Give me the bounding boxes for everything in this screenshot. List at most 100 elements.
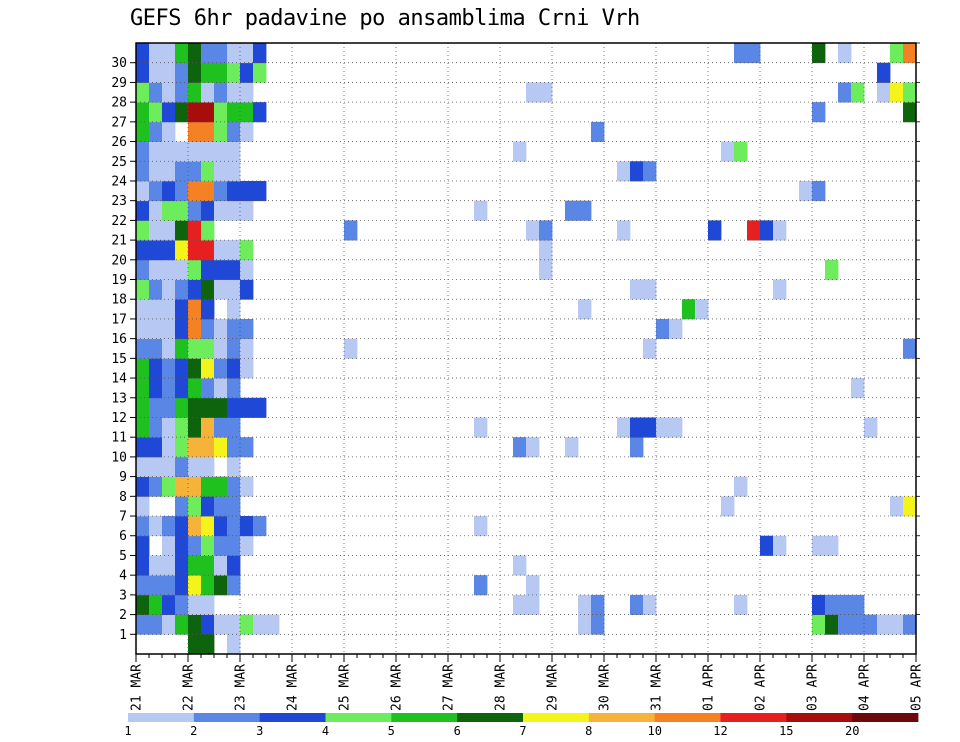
y-tick-label: 23	[111, 194, 127, 209]
heatmap-cell	[149, 279, 163, 300]
heatmap-cell	[253, 516, 267, 537]
legend-swatch	[852, 713, 919, 722]
heatmap-cell	[747, 220, 761, 241]
heatmap-cell	[149, 378, 163, 399]
heatmap-cell	[136, 338, 150, 359]
x-tick-label: 22 MAR	[182, 664, 197, 711]
legend-swatch	[457, 713, 524, 722]
heatmap-cell	[227, 338, 241, 359]
heatmap-cell	[240, 102, 254, 123]
heatmap-cell	[175, 378, 189, 399]
heatmap-cell	[201, 318, 215, 340]
heatmap-cell	[838, 614, 852, 635]
heatmap-cell	[643, 338, 657, 359]
heatmap-cell	[136, 299, 150, 320]
legend-swatch	[720, 713, 787, 722]
legend-swatch	[654, 713, 721, 722]
heatmap-cell	[214, 43, 228, 64]
legend-label: 7	[519, 724, 526, 738]
heatmap-cell	[240, 358, 254, 379]
heatmap-cell	[201, 634, 215, 655]
heatmap-cell	[162, 299, 176, 320]
legend-swatch	[391, 713, 458, 722]
x-tick-label: 29 MAR	[546, 664, 561, 711]
heatmap-cell	[240, 437, 254, 458]
heatmap-cell	[240, 62, 254, 83]
x-axis: 21 MAR 22 MAR 23 MAR 24 MAR 25 MAR 26 MAR 27 M…	[130, 654, 925, 711]
y-tick-label: 5	[119, 549, 127, 564]
heatmap-cell	[851, 614, 865, 635]
heatmap-cell	[227, 279, 241, 300]
heatmap-cell	[149, 62, 163, 83]
heatmap-cell	[149, 575, 163, 596]
heatmap-cell	[188, 535, 202, 556]
heatmap-cell	[175, 102, 189, 123]
heatmap-cell	[162, 594, 176, 615]
heatmap-cell	[253, 397, 267, 418]
heatmap-cell	[175, 318, 189, 340]
heatmap-cell	[188, 141, 202, 162]
x-tick-label: 24 MAR	[286, 664, 301, 711]
heatmap-cell	[864, 417, 878, 438]
heatmap-cell	[201, 437, 215, 458]
heatmap-cell	[812, 594, 826, 615]
y-tick-label: 29	[111, 76, 127, 91]
heatmap-cell	[162, 516, 176, 537]
heatmap-cell	[149, 358, 163, 379]
heatmap-cell	[214, 476, 228, 497]
heatmap-cell	[136, 358, 150, 379]
heatmap-cell	[825, 594, 839, 615]
heatmap-cell	[227, 535, 241, 556]
heatmap-cell	[240, 318, 254, 340]
heatmap-cell	[227, 299, 241, 320]
heatmap-cell	[903, 614, 917, 635]
heatmap-cell	[188, 161, 202, 182]
heatmap-cell	[188, 102, 202, 123]
heatmap-cell	[253, 102, 267, 123]
heatmap-cell	[201, 594, 215, 615]
heatmap-cell	[175, 397, 189, 418]
heatmap-cell	[227, 397, 241, 418]
y-tick-label: 27	[111, 115, 127, 130]
heatmap-cell	[721, 496, 735, 517]
legend-label: 12	[713, 724, 727, 738]
heatmap-cell	[188, 200, 202, 221]
heatmap-cell	[162, 240, 176, 261]
heatmap-cell	[227, 161, 241, 182]
heatmap-cell	[136, 180, 150, 202]
heatmap-cell	[227, 121, 241, 142]
y-tick-label: 24	[111, 174, 127, 189]
heatmap-cell	[227, 318, 241, 340]
y-tick-label: 18	[111, 293, 127, 308]
heatmap-cell	[188, 279, 202, 300]
heatmap-cell	[721, 141, 735, 162]
heatmap-cell	[214, 397, 228, 418]
heatmap-cell	[227, 180, 241, 202]
heatmap-cell	[149, 200, 163, 221]
heatmap-cell	[188, 516, 202, 537]
heatmap-cell	[227, 437, 241, 458]
heatmap-cell	[838, 43, 852, 64]
heatmap-cell	[578, 614, 592, 635]
heatmap-cell	[877, 82, 891, 103]
heatmap-cell	[240, 516, 254, 537]
heatmap-cell	[227, 43, 241, 64]
heatmap-cell	[734, 594, 748, 615]
heatmap-cell	[149, 43, 163, 64]
heatmap-cell	[175, 259, 189, 280]
y-tick-label: 15	[111, 352, 127, 367]
heatmap-cell	[214, 535, 228, 556]
y-tick-label: 6	[119, 529, 127, 544]
legend-swatch	[259, 713, 326, 722]
heatmap-cell	[825, 535, 839, 556]
heatmap-cell	[825, 614, 839, 635]
heatmap-cell	[474, 516, 488, 537]
heatmap-cell	[734, 43, 748, 64]
heatmap-cell	[708, 220, 722, 241]
heatmap-cell	[578, 594, 592, 615]
heatmap-cell	[162, 220, 176, 241]
heatmap-cell	[734, 141, 748, 162]
heatmap-cell	[227, 496, 241, 517]
heatmap-cell	[175, 358, 189, 379]
heatmap-cell	[136, 62, 150, 83]
